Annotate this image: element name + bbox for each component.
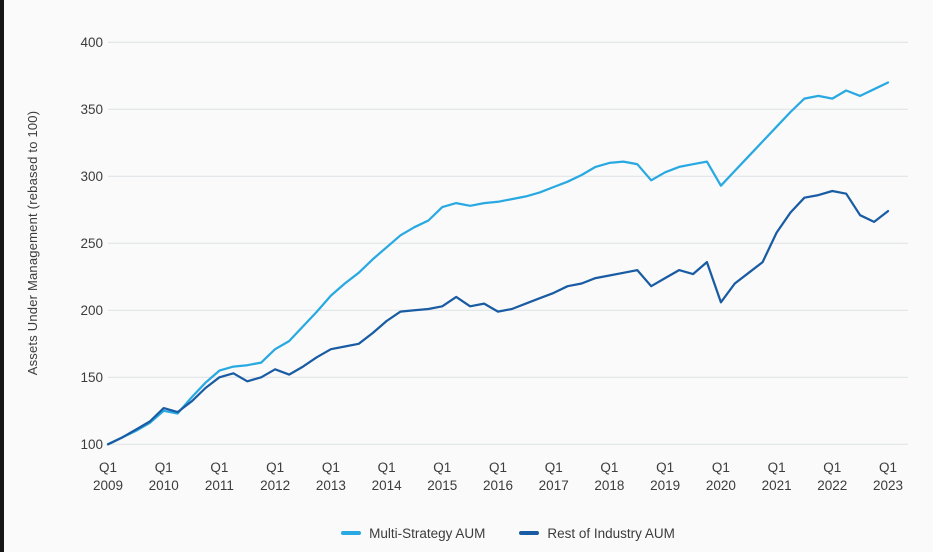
y-axis-title: Assets Under Management (rebased to 100) bbox=[25, 111, 40, 376]
x-tick-quarter: Q1 bbox=[433, 460, 451, 475]
x-tick-year: 2022 bbox=[817, 478, 847, 493]
rest-of-industry-aum-line bbox=[106, 189, 890, 446]
x-tick-quarter: Q1 bbox=[266, 460, 284, 475]
y-tick-label: 200 bbox=[80, 303, 103, 318]
x-tick-year: 2021 bbox=[762, 478, 792, 493]
x-tick-year: 2017 bbox=[539, 478, 569, 493]
y-tick-label: 350 bbox=[80, 102, 103, 117]
x-tick-year: 2012 bbox=[260, 478, 290, 493]
y-tick-label: 250 bbox=[80, 236, 103, 251]
y-tick-label: 100 bbox=[80, 437, 103, 452]
x-tick-quarter: Q1 bbox=[155, 460, 173, 475]
x-tick-quarter: Q1 bbox=[768, 460, 786, 475]
left-accent-bar bbox=[0, 0, 4, 552]
x-tick-year: 2019 bbox=[650, 478, 680, 493]
x-tick-quarter: Q1 bbox=[823, 460, 841, 475]
x-tick-quarter: Q1 bbox=[210, 460, 228, 475]
y-tick-label: 400 bbox=[80, 35, 103, 50]
x-tick-year: 2013 bbox=[316, 478, 346, 493]
x-tick-year: 2011 bbox=[205, 478, 234, 493]
x-tick-year: 2010 bbox=[149, 478, 179, 493]
x-tick-year: 2016 bbox=[483, 478, 513, 493]
x-tick-quarter: Q1 bbox=[656, 460, 674, 475]
x-tick-year: 2023 bbox=[873, 478, 903, 493]
x-tick-year: 2020 bbox=[706, 478, 736, 493]
legend-item-multi-strategy: Multi-Strategy AUM bbox=[341, 526, 485, 541]
rest-of-industry-legend-label: Rest of Industry AUM bbox=[547, 525, 675, 541]
x-tick-quarter: Q1 bbox=[712, 460, 730, 475]
legend-item-rest-of-industry: Rest of Industry AUM bbox=[519, 526, 675, 541]
x-tick-year: 2014 bbox=[372, 478, 403, 493]
multi-strategy-legend-swatch bbox=[341, 531, 362, 535]
x-tick-quarter: Q1 bbox=[600, 460, 618, 475]
multi-strategy-legend-label: Multi-Strategy AUM bbox=[369, 525, 486, 541]
x-tick-quarter: Q1 bbox=[545, 460, 563, 475]
rest-of-industry-legend-swatch bbox=[519, 531, 540, 535]
x-tick-quarter: Q1 bbox=[322, 460, 340, 475]
legend: Multi-Strategy AUM Rest of Industry AUM bbox=[108, 523, 908, 543]
y-tick-label: 150 bbox=[80, 370, 103, 385]
x-tick-year: 2015 bbox=[427, 478, 457, 493]
x-tick-quarter: Q1 bbox=[378, 460, 396, 475]
x-tick-year: 2018 bbox=[594, 478, 624, 493]
x-tick-quarter: Q1 bbox=[489, 460, 507, 475]
x-tick-year: 2009 bbox=[93, 478, 123, 493]
x-tick-quarter: Q1 bbox=[99, 460, 117, 475]
multi-strategy-aum-line bbox=[106, 81, 890, 446]
x-tick-quarter: Q1 bbox=[879, 460, 897, 475]
y-tick-label: 300 bbox=[80, 169, 103, 184]
